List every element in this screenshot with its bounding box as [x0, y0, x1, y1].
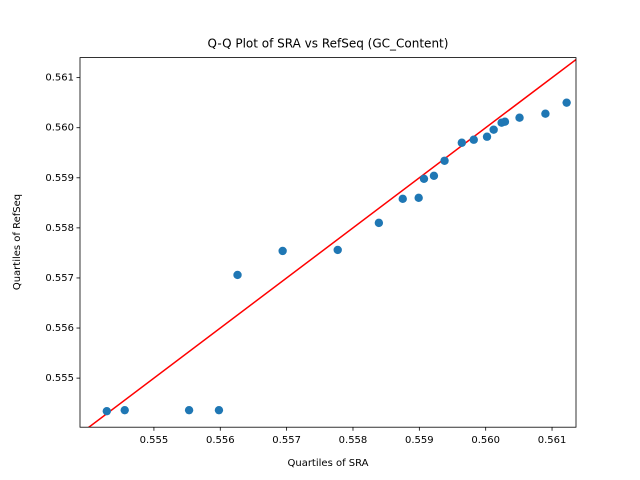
point — [482, 132, 492, 141]
y-tick-label: 0.556 — [45, 323, 74, 334]
chart-title: Q-Q Plot of SRA vs RefSeq (GC_Content) — [208, 37, 449, 51]
point — [184, 405, 194, 415]
point — [374, 218, 384, 228]
point — [233, 270, 242, 280]
y-tick-label: 0.561 — [45, 73, 74, 84]
y-tick-label: 0.555 — [45, 373, 74, 384]
point — [214, 405, 224, 415]
point — [429, 171, 439, 180]
point — [500, 117, 510, 126]
point — [120, 405, 129, 415]
y-tick-label: 0.560 — [45, 123, 74, 134]
x-tick-label: 0.559 — [405, 435, 434, 446]
point — [515, 113, 524, 122]
x-axis-label: Quartiles of SRA — [287, 458, 368, 469]
point — [469, 135, 478, 144]
plot-area — [87, 58, 576, 428]
point — [419, 174, 429, 183]
reference-line — [87, 58, 576, 428]
plot-frame — [79, 57, 577, 428]
point — [398, 194, 407, 204]
point — [457, 138, 467, 147]
point — [102, 406, 112, 416]
y-axis-label: Quartiles of RefSeq — [12, 194, 23, 290]
x-tick-label: 0.560 — [471, 435, 500, 446]
y-tick-label: 0.558 — [45, 223, 74, 234]
x-tick-label: 0.561 — [538, 435, 567, 446]
y-tick-label: 0.559 — [45, 173, 74, 184]
x-tick-label: 0.558 — [339, 435, 368, 446]
point — [489, 125, 498, 134]
point — [414, 193, 423, 203]
point — [541, 109, 550, 118]
point — [562, 98, 571, 107]
point — [333, 245, 342, 255]
point — [440, 156, 449, 165]
point — [278, 246, 287, 256]
x-tick-label: 0.555 — [140, 435, 169, 446]
x-tick-label: 0.557 — [272, 435, 301, 446]
y-tick-label: 0.557 — [45, 273, 74, 284]
x-tick-label: 0.556 — [206, 435, 235, 446]
